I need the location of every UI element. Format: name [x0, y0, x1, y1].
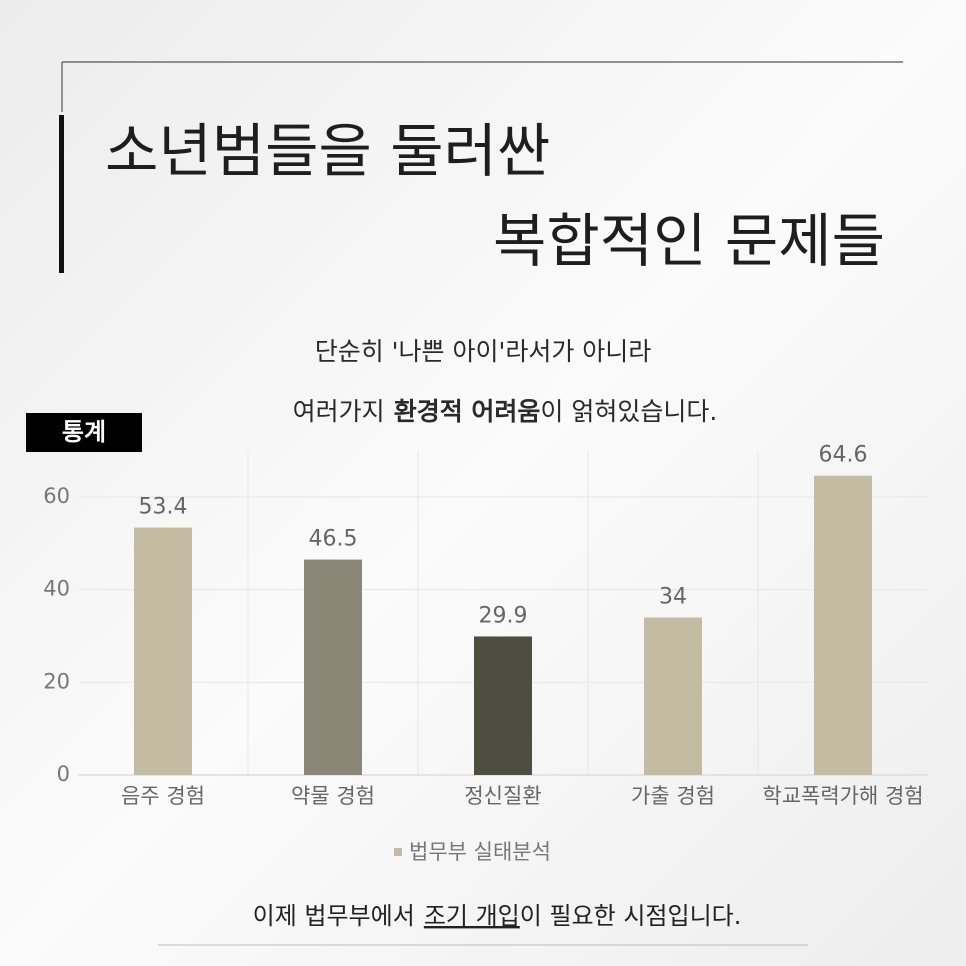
legend-label: 법무부 실태분석: [409, 840, 551, 864]
y-tick-label: 20: [43, 669, 70, 693]
bar: [134, 527, 192, 775]
intro-line-1: 단순히 '나쁜 아이'라서가 아니라: [315, 337, 652, 366]
y-tick-label: 60: [43, 484, 70, 508]
chart: 0 20 40 60 53.4 46.5 29.9 34 64.6 법무부 실태분석 음주 경험 약물…: [43, 443, 928, 864]
bar: [814, 475, 872, 775]
value-label: 64.6: [819, 443, 868, 468]
value-label: 29.9: [479, 603, 528, 628]
x-tick-label: 음주 경험: [121, 784, 205, 808]
badge: [26, 413, 142, 452]
footer-tail: 이 필요한 시점입니다.: [520, 902, 742, 930]
bar: [644, 617, 702, 775]
x-tick-label: 약물 경험: [291, 784, 375, 808]
value-label: 53.4: [139, 495, 188, 520]
x-tick-label: 가출 경험: [631, 784, 715, 808]
footer-text: 이제 법무부에서 조기 개입이 필요한 시점입니다.: [253, 902, 742, 930]
y-tick-label: 0: [57, 762, 70, 786]
title-line-2: 복합적인 문제들: [493, 207, 885, 275]
bar: [304, 559, 362, 775]
intro-line-2: 여러가지 환경적 어려움이 얽혀있습니다.: [293, 397, 718, 426]
legend-swatch: [394, 848, 402, 856]
side-bar: [59, 115, 64, 273]
x-tick-label: 정신질환: [464, 784, 541, 808]
value-label: 34: [659, 584, 687, 609]
badge-label: 통계: [62, 418, 106, 446]
title-line-1: 소년범들을 둘러싼: [105, 117, 550, 185]
footer-plain: 이제 법무부에서: [253, 902, 415, 930]
intro-plain: 여러가지: [293, 397, 385, 426]
x-tick-label: 학교폭력가해 경험: [762, 784, 923, 808]
intro-bold: 환경적 어려움: [394, 397, 541, 426]
footer-underline: 조기 개입: [424, 902, 520, 930]
value-label: 46.5: [309, 527, 358, 552]
intro-tail: 이 얽혀있습니다.: [540, 397, 717, 426]
y-tick-label: 40: [43, 577, 70, 601]
bar: [474, 636, 532, 775]
